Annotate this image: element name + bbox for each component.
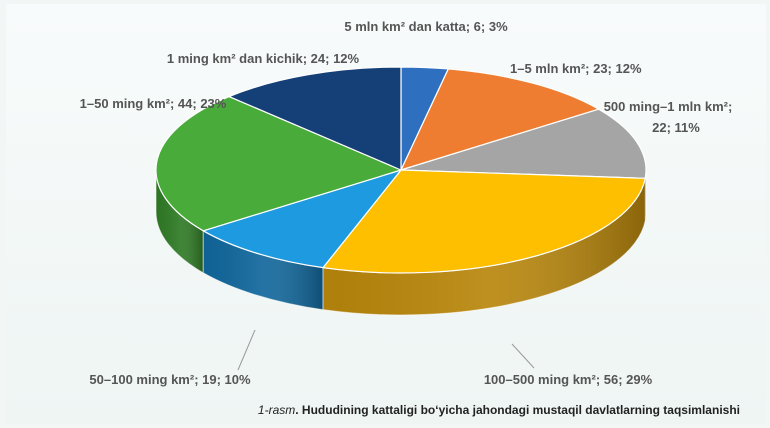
slice-label-2-line2: 22; 11% [652,120,700,135]
pie-sides [155,169,647,316]
leader-line-4 [237,329,256,371]
slice-label-5: 1–50 ming km²; 44; 23% [80,96,227,111]
slice-label-4: 50–100 ming km²; 19; 10% [89,372,251,387]
pie-slice-6 [227,66,402,171]
pie-side-shade-4 [203,230,324,310]
slice-labels: 5 mln km² dan katta; 6; 3% 1–5 mln km²; 2… [80,19,733,387]
pie-side-shade-3 [323,178,646,316]
figure-number: 1-rasm [257,403,296,417]
slice-label-1: 1–5 mln km²; 23; 12% [510,61,642,76]
slice-label-3: 100–500 ming km²; 56; 29% [484,372,653,387]
pie-slice-2 [400,108,647,179]
pie-slice-1 [399,68,601,171]
pie-tops [155,66,647,274]
pie-side-shade-5 [156,170,204,273]
slice-label-2: 500 ming–1 mln km²; [604,99,733,114]
label-leader-lines [237,329,535,371]
pie-slice-5 [155,95,403,232]
figure-caption: 1-rasm. Hududining kattaligi bo‘yicha ja… [258,403,740,417]
slice-label-6: 1 ming km² dan kichik; 24; 12% [167,51,360,66]
figure-caption-text: . Hududining kattaligi bo‘yicha jahondag… [295,403,740,417]
pie-slice-4 [201,168,403,269]
pie-slice-3 [321,169,646,274]
leader-line-3 [511,343,535,369]
slice-label-0: 5 mln km² dan katta; 6; 3% [344,19,508,34]
